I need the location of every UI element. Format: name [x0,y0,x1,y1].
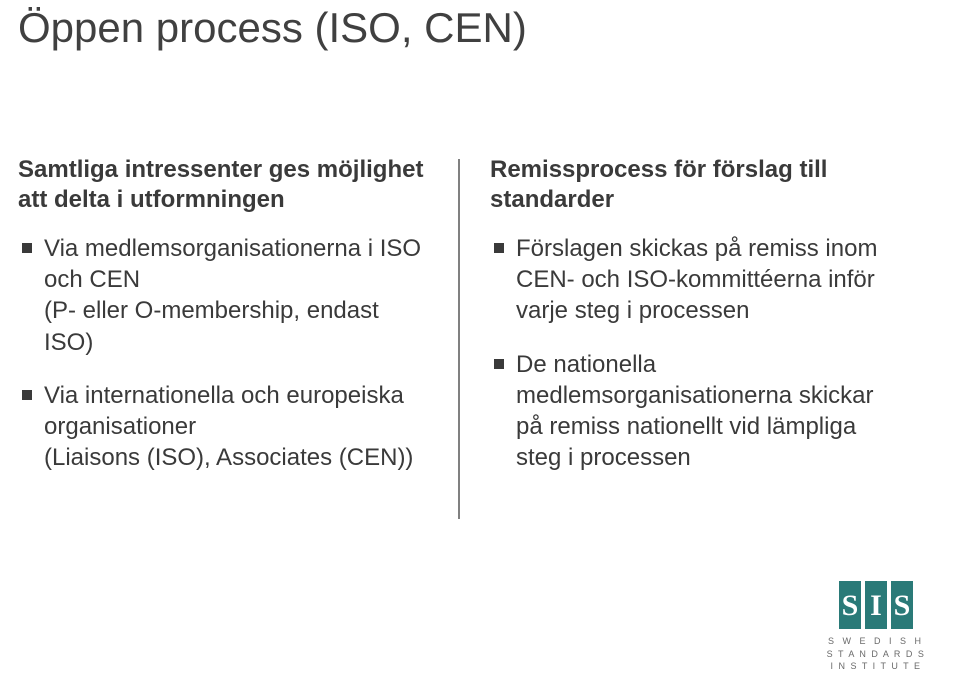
sis-logo-icon: S I S [839,581,913,629]
svg-text:S: S [842,589,859,622]
sis-logo: S I S S W E D I S H S T A N D A R D S I … [816,581,936,673]
list-item: Förslagen skickas på remiss inom CEN- oc… [490,233,900,327]
right-bullet-list: Förslagen skickas på remiss inom CEN- oc… [490,233,900,473]
right-column: Remissprocess för förslag till standarde… [460,155,900,519]
logo-text-line2: S T A N D A R D S [816,648,936,661]
left-column: Samtliga intressenter ges möjlighet att … [18,155,458,519]
left-bullet-list: Via medlemsorganisationerna i ISO och CE… [18,233,428,473]
list-item: Via medlemsorganisationerna i ISO och CE… [18,233,428,358]
slide: Öppen process (ISO, CEN) Samtliga intres… [0,0,960,693]
logo-text-line1: S W E D I S H [816,635,936,648]
right-heading: Remissprocess för förslag till standarde… [490,155,900,215]
svg-text:S: S [894,589,911,622]
list-item: De nationella medlemsorganisationerna sk… [490,349,900,474]
list-item: Via internationella och europeiska organ… [18,380,428,474]
content-columns: Samtliga intressenter ges möjlighet att … [18,155,900,519]
slide-title: Öppen process (ISO, CEN) [18,4,527,52]
left-heading: Samtliga intressenter ges möjlighet att … [18,155,428,215]
svg-text:I: I [870,589,882,622]
logo-text-line3: I N S T I T U T E [816,660,936,673]
